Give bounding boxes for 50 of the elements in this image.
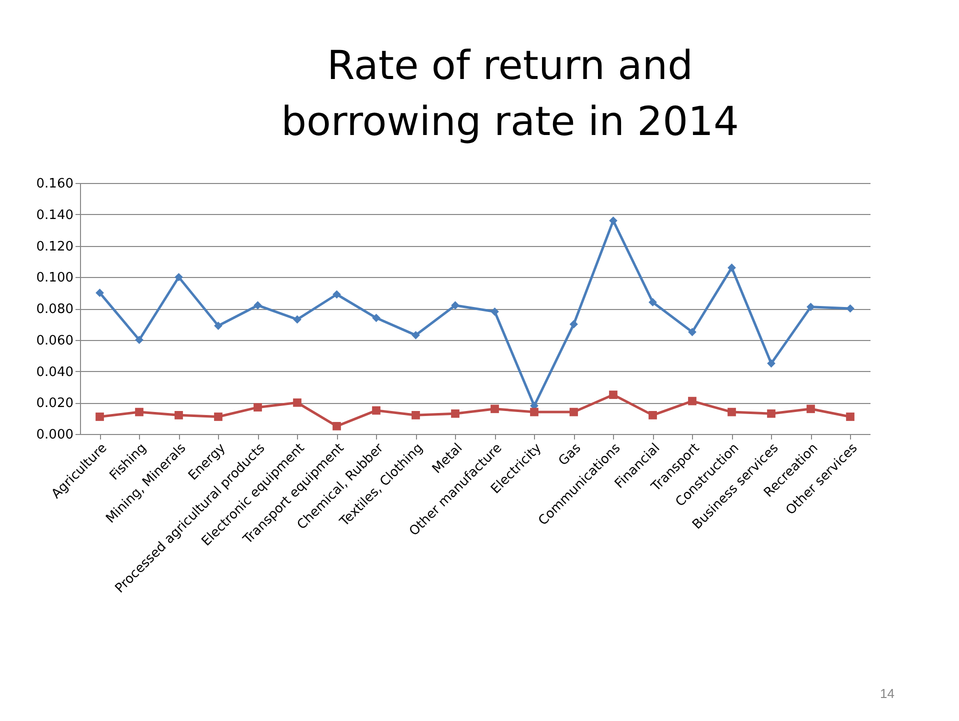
point	[806, 404, 815, 414]
point	[806, 302, 815, 312]
point	[96, 412, 104, 421]
y-tick-label: 0.000	[36, 428, 74, 442]
text: 14	[880, 686, 894, 701]
point	[530, 408, 538, 416]
point	[728, 408, 736, 416]
point	[846, 304, 854, 313]
point	[174, 272, 183, 282]
point	[728, 264, 736, 272]
point	[372, 406, 380, 415]
point	[609, 216, 618, 225]
point	[174, 410, 183, 420]
point	[648, 410, 657, 420]
point	[96, 288, 104, 297]
point	[293, 398, 302, 407]
point	[214, 322, 222, 330]
point	[451, 301, 460, 310]
chart-title: Rate of return and borrowing rate in 2014	[280, 42, 740, 147]
point	[570, 320, 578, 328]
point	[372, 314, 380, 322]
point	[490, 404, 499, 414]
point	[767, 359, 776, 368]
point	[254, 301, 262, 310]
point	[451, 409, 460, 418]
y-tick-label: 0.020	[36, 396, 74, 412]
y-tick-label: 0.100	[36, 270, 74, 286]
point	[648, 298, 657, 306]
point	[490, 307, 499, 316]
point	[293, 315, 302, 324]
point	[135, 336, 144, 344]
point	[688, 396, 696, 406]
point	[412, 410, 420, 420]
y-tick-label: 0.080	[36, 302, 74, 317]
y-tick-label: 0.040	[36, 364, 74, 380]
point	[570, 408, 578, 416]
point	[254, 403, 262, 412]
point	[135, 408, 144, 416]
point	[846, 412, 854, 421]
y-tick-label: 0.060	[36, 333, 74, 348]
y-tick-label: 0.160	[36, 176, 74, 192]
point	[412, 330, 420, 340]
point	[332, 422, 341, 430]
point	[214, 412, 222, 421]
point	[688, 328, 696, 336]
y-tick-label: 0.140	[36, 208, 74, 223]
point	[332, 290, 341, 299]
point	[767, 409, 776, 418]
point	[609, 390, 618, 399]
y-tick-label: 0.120	[36, 239, 74, 254]
